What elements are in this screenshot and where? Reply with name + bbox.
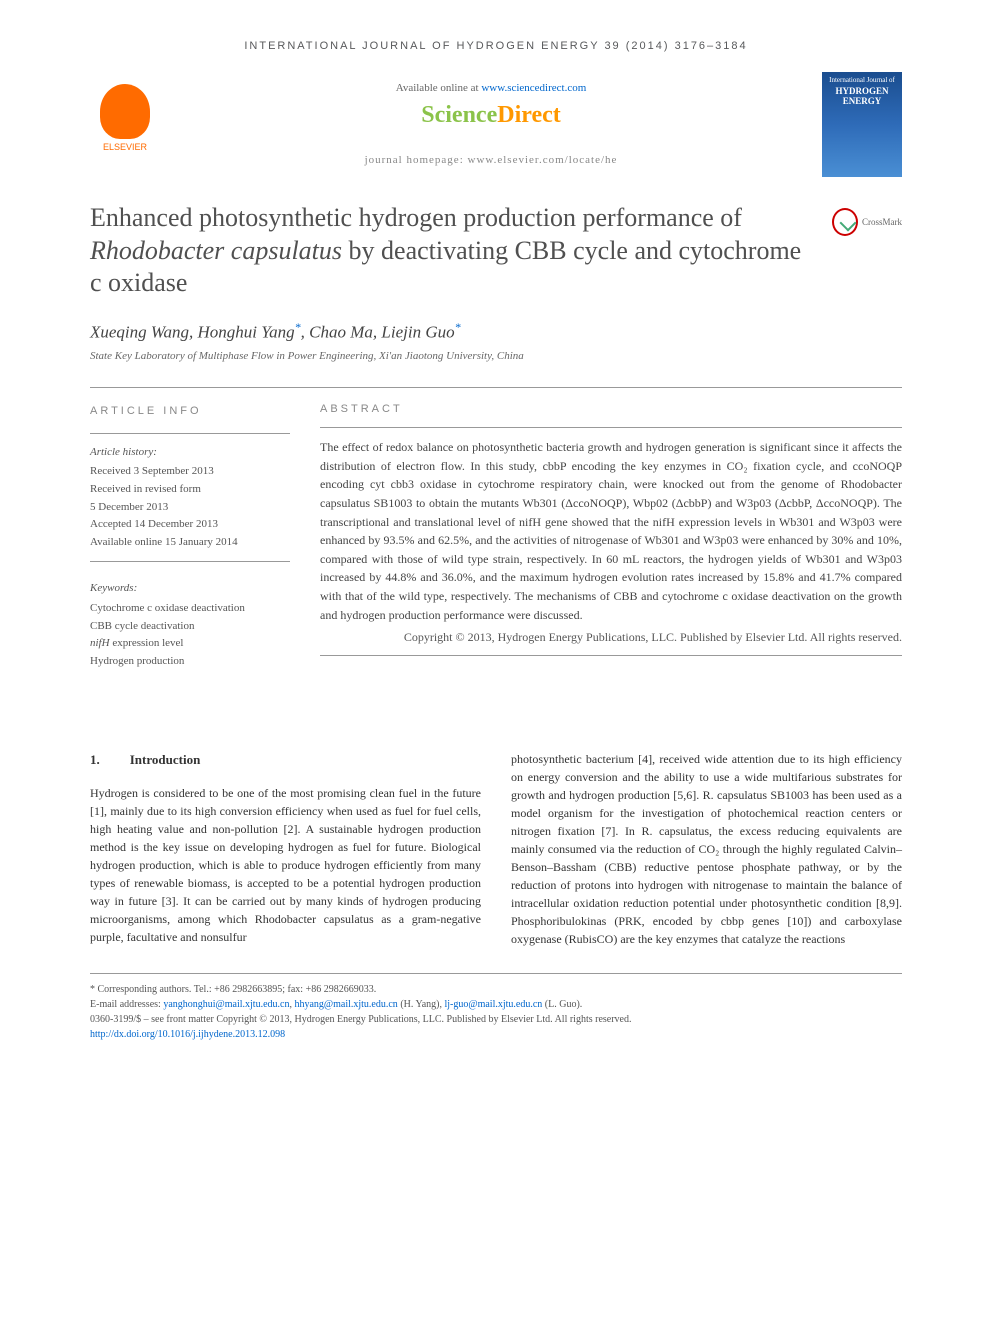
sd-direct: Direct: [497, 102, 561, 128]
crossmark-icon: [832, 208, 858, 236]
sd-science: Science: [421, 102, 497, 128]
cover-title: HYDROGEN ENERGY: [826, 86, 898, 106]
corr-star: *: [295, 320, 301, 334]
crossmark-badge[interactable]: CrossMark: [832, 202, 902, 242]
keyword-4: Hydrogen production: [90, 653, 290, 671]
keyword-3-post: expression level: [110, 637, 184, 649]
body-text-right: photosynthetic bacterium [4], received w…: [511, 750, 902, 948]
email-3[interactable]: lj-guo@mail.xjtu.edu.cn: [444, 999, 542, 1010]
available-prefix: Available online at: [396, 82, 482, 94]
authors-line: Xueqing Wang, Honghui Yang*, Chao Ma, Li…: [90, 320, 902, 343]
journal-header: INTERNATIONAL JOURNAL OF HYDROGEN ENERGY…: [90, 40, 902, 52]
keyword-1: Cytochrome c oxidase deactivation: [90, 600, 290, 618]
online-date: Available online 15 January 2014: [90, 534, 290, 552]
center-info: Available online at www.sciencedirect.co…: [175, 72, 807, 166]
divider: [320, 427, 902, 428]
history-label: Article history:: [90, 444, 290, 462]
article-title: Enhanced photosynthetic hydrogen product…: [90, 202, 812, 300]
corresponding-note: * Corresponding authors. Tel.: +86 29826…: [90, 982, 902, 997]
doi-link[interactable]: http://dx.doi.org/10.1016/j.ijhydene.201…: [90, 1029, 285, 1040]
article-info: ARTICLE INFO Article history: Received 3…: [90, 403, 290, 670]
keyword-3: nifH expression level: [90, 635, 290, 653]
corr-star: *: [455, 320, 461, 334]
elsevier-tree-icon: [100, 84, 150, 139]
accepted-date: Accepted 14 December 2013: [90, 516, 290, 534]
section-heading: 1. Introduction: [90, 750, 481, 770]
elsevier-label: ELSEVIER: [103, 142, 147, 152]
footer-divider: [90, 973, 902, 974]
cover-top-text: International Journal of: [826, 76, 898, 84]
title-pre: Enhanced photosynthetic hydrogen product…: [90, 203, 742, 232]
email-1[interactable]: yanghonghui@mail.xjtu.edu.cn: [163, 999, 289, 1010]
column-right: photosynthetic bacterium [4], received w…: [511, 750, 902, 948]
affiliation: State Key Laboratory of Multiphase Flow …: [90, 350, 902, 362]
keyword-2: CBB cycle deactivation: [90, 618, 290, 636]
divider: [320, 655, 902, 656]
author-1: Xueqing Wang: [90, 322, 189, 341]
sciencedirect-link[interactable]: www.sciencedirect.com: [481, 82, 586, 94]
author-3: Chao Ma: [309, 322, 373, 341]
issn-line: 0360-3199/$ – see front matter Copyright…: [90, 1012, 902, 1027]
abstract-copyright: Copyright © 2013, Hydrogen Energy Public…: [320, 630, 902, 645]
crossmark-label: CrossMark: [862, 217, 902, 227]
revised-line1: Received in revised form: [90, 481, 290, 499]
info-heading: ARTICLE INFO: [90, 403, 290, 421]
journal-cover[interactable]: International Journal of HYDROGEN ENERGY: [822, 72, 902, 177]
elsevier-logo[interactable]: ELSEVIER: [90, 72, 160, 152]
column-left: 1. Introduction Hydrogen is considered t…: [90, 750, 481, 948]
author-4: Liejin Guo: [381, 322, 454, 341]
keywords-label: Keywords:: [90, 580, 290, 598]
sciencedirect-logo[interactable]: ScienceDirect: [175, 102, 807, 129]
email-label: E-mail addresses:: [90, 999, 163, 1010]
email-line: E-mail addresses: yanghonghui@mail.xjtu.…: [90, 997, 902, 1012]
abstract-column: ABSTRACT The effect of redox balance on …: [320, 403, 902, 670]
footnotes: * Corresponding authors. Tel.: +86 29826…: [90, 982, 902, 1042]
email-3-name: (L. Guo).: [542, 999, 582, 1010]
abstract-text: The effect of redox balance on photosynt…: [320, 438, 902, 624]
available-line: Available online at www.sciencedirect.co…: [175, 82, 807, 94]
author-2: Honghui Yang: [198, 322, 295, 341]
top-section: ELSEVIER Available online at www.science…: [90, 72, 902, 177]
divider: [90, 387, 902, 388]
section-title: Introduction: [130, 750, 201, 770]
abstract-heading: ABSTRACT: [320, 403, 902, 415]
divider: [90, 561, 290, 562]
received-date: Received 3 September 2013: [90, 463, 290, 481]
homepage-line: journal homepage: www.elsevier.com/locat…: [175, 154, 807, 166]
email-2-name: (H. Yang),: [398, 999, 445, 1010]
revised-line2: 5 December 2013: [90, 499, 290, 517]
body-text-left: Hydrogen is considered to be one of the …: [90, 784, 481, 946]
body-columns: 1. Introduction Hydrogen is considered t…: [90, 750, 902, 948]
keyword-3-em: nifH: [90, 637, 110, 649]
section-number: 1.: [90, 750, 100, 770]
title-species: Rhodobacter capsulatus: [90, 236, 342, 265]
divider: [90, 433, 290, 434]
email-2[interactable]: hhyang@mail.xjtu.edu.cn: [294, 999, 397, 1010]
